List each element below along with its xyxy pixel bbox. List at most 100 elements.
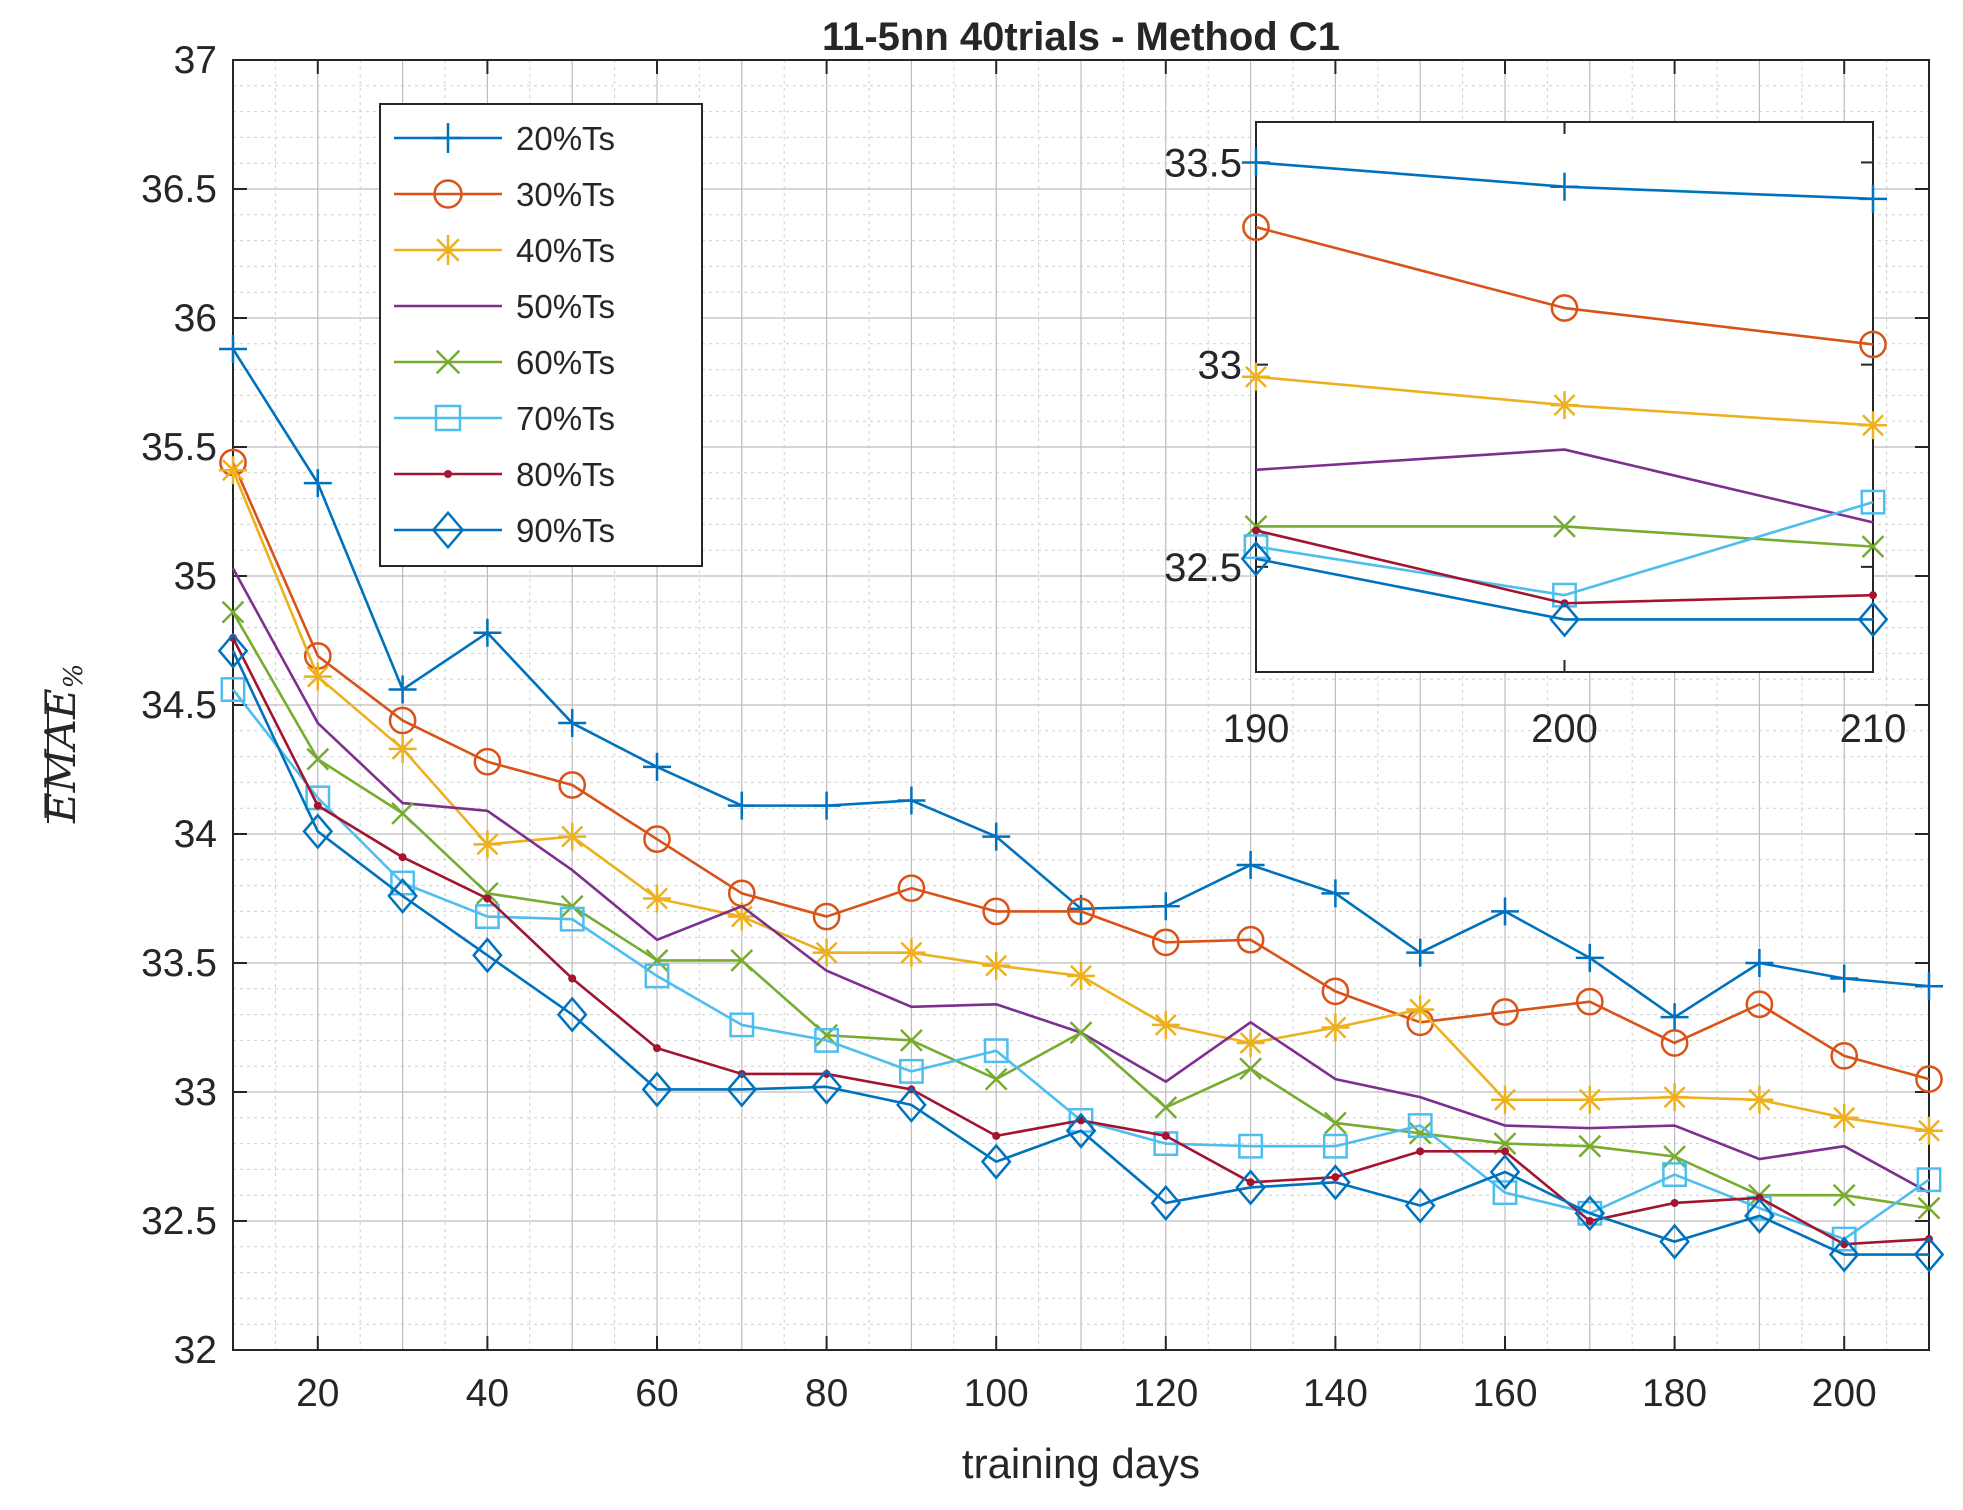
data-point	[1489, 1153, 1521, 1191]
data-point	[1236, 1028, 1265, 1057]
x-tick-label: 20	[296, 1372, 339, 1415]
data-point	[1670, 1198, 1679, 1207]
legend-entry: 80%Ts	[394, 456, 615, 493]
y-tick-label: 37	[174, 39, 217, 82]
data-point	[1828, 1236, 1860, 1273]
data-point	[476, 881, 499, 905]
legend-entry: 90%Ts	[394, 510, 615, 550]
data-point	[897, 786, 926, 815]
inset-data-point	[1550, 294, 1579, 322]
data-point	[387, 877, 418, 914]
data-point	[811, 1068, 842, 1105]
data-point	[391, 801, 414, 825]
data-point	[313, 801, 322, 810]
legend-marker	[431, 510, 465, 550]
series-90%Ts	[217, 632, 1945, 1273]
data-point	[1320, 1164, 1351, 1201]
y-axis-label-subscript: %	[59, 664, 89, 689]
series-30%Ts	[219, 448, 1943, 1093]
data-point	[1578, 1134, 1602, 1158]
data-point	[1501, 1147, 1509, 1156]
inset-data-point	[1252, 526, 1260, 535]
data-point	[1404, 1187, 1436, 1224]
legend-entry: 30%Ts	[394, 176, 615, 213]
data-point	[812, 791, 841, 820]
inset-data-point	[1859, 184, 1887, 213]
series-20%Ts	[219, 334, 1943, 1032]
inset-y-tick-label: 32.5	[1164, 546, 1242, 590]
series-line	[231, 650, 1929, 1256]
main-plot: 20 40 60 80 100 120 140 160 180 200 32 32.5 33 33.5 34…	[141, 39, 1945, 1415]
y-tick-label: 33	[174, 1071, 217, 1114]
inset-x-tick-label: 190	[1223, 707, 1290, 751]
data-point	[388, 675, 417, 704]
inset-data-point	[1553, 515, 1576, 538]
inset-series-line	[1255, 225, 1874, 346]
data-point	[1067, 897, 1095, 926]
inset-data-point	[1861, 535, 1885, 559]
legend-entry: 60%Ts	[394, 344, 615, 381]
chart-title: 11-5nn 40trials - Method C1	[822, 15, 1340, 59]
data-point	[568, 974, 577, 983]
data-point	[559, 906, 585, 932]
data-point	[645, 949, 669, 972]
data-point	[727, 902, 756, 931]
data-point	[1660, 1029, 1689, 1057]
data-point	[1150, 1184, 1182, 1221]
legend-entry: 50%Ts	[394, 288, 615, 325]
inset-x-tick-label: 210	[1840, 707, 1907, 751]
data-point	[1917, 1196, 1941, 1220]
data-point	[1416, 1147, 1425, 1156]
inset-series-40%Ts	[1242, 362, 1887, 440]
data-point	[812, 938, 841, 967]
data-point	[1585, 1217, 1594, 1225]
data-point	[1151, 892, 1180, 921]
data-point	[992, 1131, 1001, 1140]
data-point	[472, 937, 503, 974]
data-point	[1575, 987, 1604, 1016]
data-point	[1830, 1103, 1859, 1132]
data-point	[1491, 998, 1519, 1026]
x-tick-label: 80	[805, 1372, 848, 1415]
data-point	[1915, 1116, 1943, 1145]
legend-label: 60%Ts	[516, 344, 615, 381]
data-point	[220, 677, 246, 702]
data-point	[302, 813, 334, 850]
inset-y-tick-label: 33.5	[1164, 141, 1242, 185]
data-point	[1154, 1096, 1178, 1119]
data-point	[1407, 1113, 1433, 1138]
y-axis-label: EMAE%	[36, 664, 89, 824]
data-point	[1745, 1085, 1774, 1114]
inset-data-point	[1857, 601, 1889, 638]
data-point	[643, 752, 671, 781]
inset-data-point	[1242, 148, 1270, 177]
x-tick-label: 140	[1303, 1372, 1368, 1415]
data-point	[983, 1038, 1009, 1064]
data-point	[900, 1029, 923, 1052]
data-point	[1745, 990, 1774, 1019]
data-point	[1660, 1083, 1689, 1112]
inset-x-tick-label: 200	[1531, 707, 1598, 751]
data-point	[1238, 1133, 1264, 1159]
inset-series-50%Ts	[1255, 448, 1874, 524]
legend-label: 40%Ts	[516, 232, 615, 269]
inset-series-line	[1255, 500, 1874, 597]
data-point	[1662, 1162, 1688, 1188]
x-tick-label: 40	[466, 1372, 509, 1415]
legend-entry: 40%Ts	[394, 232, 615, 269]
data-point	[221, 600, 245, 624]
data-point	[1832, 1183, 1856, 1207]
data-point	[473, 830, 502, 859]
y-tick-label: 36	[174, 297, 217, 340]
data-point	[1321, 879, 1350, 908]
inset-series-line	[1255, 448, 1874, 524]
data-point	[1660, 1003, 1689, 1032]
data-point	[1830, 964, 1859, 993]
series-line	[231, 461, 1930, 1081]
data-point	[727, 791, 756, 820]
data-point	[1065, 1112, 1097, 1149]
legend-entry: 20%Ts	[394, 120, 615, 157]
data-point	[730, 949, 754, 972]
data-point	[726, 1071, 758, 1108]
data-point	[980, 1143, 1012, 1180]
